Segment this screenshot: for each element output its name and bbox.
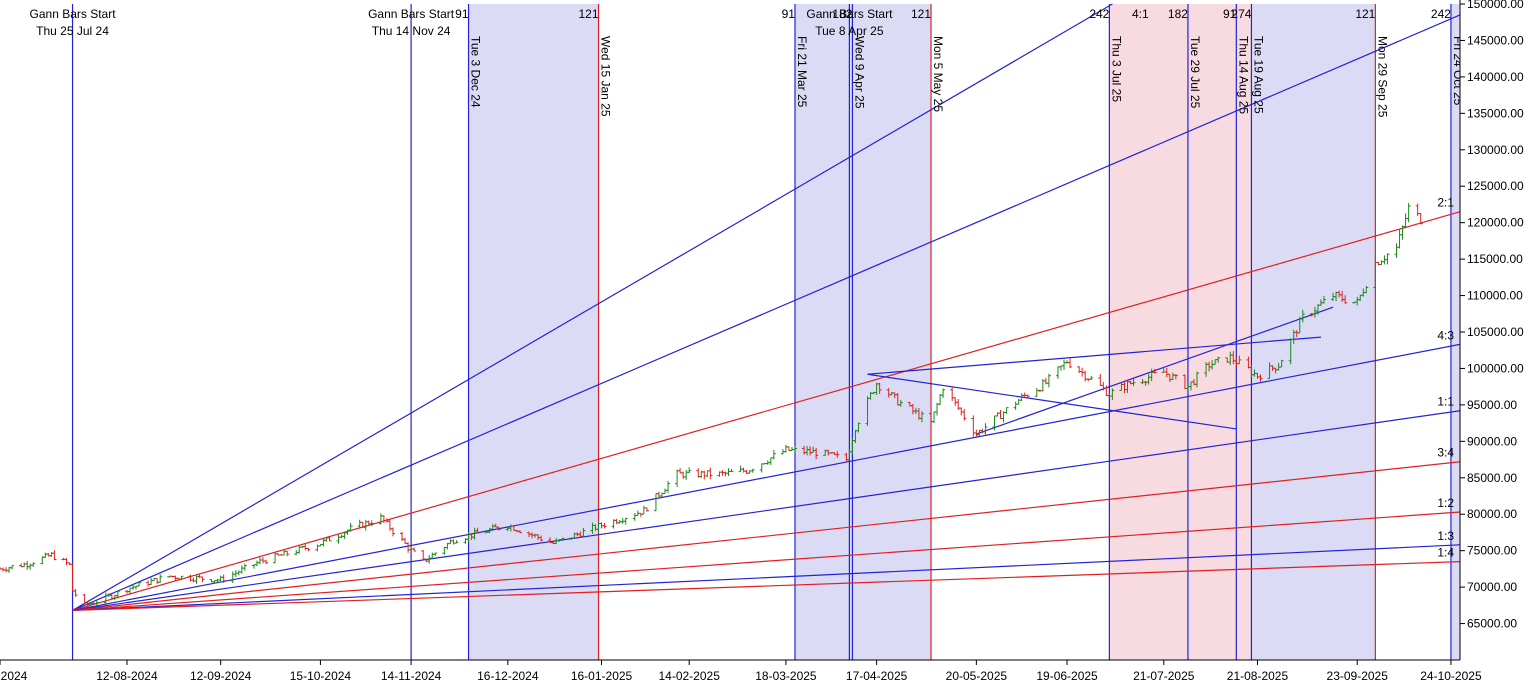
bar-count-label: 121 [578, 7, 598, 21]
date-tick-label: 24-10-2025 [1420, 669, 1482, 683]
price-tick-label: 80000.00 [1467, 507, 1517, 521]
date-tick-label: 1-07-2024 [0, 669, 28, 683]
trend-line [867, 336, 1322, 375]
cycle-date-label: Thu 14 Aug 25 [1236, 36, 1250, 114]
date-tick-label: 18-03-2025 [755, 669, 817, 683]
date-axis-background [0, 660, 1460, 683]
price-tick-label: 65000.00 [1467, 617, 1517, 631]
fan-line [72, 14, 1461, 611]
bar-count-label: 91 [455, 7, 469, 21]
date-tick-label: 21-08-2025 [1227, 669, 1289, 683]
shaded-zone [1109, 4, 1252, 660]
cycle-date-label: Mon 29 Sep 25 [1375, 36, 1389, 118]
gann-start-date: Thu 14 Nov 24 [372, 24, 451, 38]
gann-start-date: Thu 25 Jul 24 [36, 24, 109, 38]
price-tick-label: 95000.00 [1467, 398, 1517, 412]
price-tick-label: 70000.00 [1467, 580, 1517, 594]
fan-ratio-label: 1:4 [1437, 546, 1454, 560]
fan-line [72, 561, 1461, 612]
cycle-date-labels: Tue 3 Dec 24 Wed 15 Jan 25 Fri 21 Mar 25 We… [469, 36, 1465, 118]
price-axis-background [1460, 0, 1536, 683]
fan-ratio-labels: 2:1 4:3 1:1 3:4 1:2 1:3 1:4 [1437, 196, 1454, 560]
cycle-date-label: Wed 9 Apr 25 [852, 36, 866, 109]
vertical-cycle-lines [71, 4, 1452, 660]
cycle-date-label: Mon 5 May 25 [931, 36, 945, 112]
cycle-date-label: Tue 3 Dec 24 [469, 36, 483, 108]
fan-line [72, 461, 1461, 612]
date-tick-label: 23-09-2025 [1327, 669, 1389, 683]
gann-start-date: Tue 8 Apr 25 [815, 24, 884, 38]
fan-ratio-label: 2:1 [1437, 196, 1454, 210]
bar-count-label: 121 [1355, 7, 1375, 21]
price-tick-label: 100000.00 [1467, 361, 1524, 375]
date-tick-label: 16-01-2025 [571, 669, 633, 683]
date-tick-label: 17-04-2025 [846, 669, 908, 683]
price-tick-label: 115000.00 [1467, 252, 1523, 266]
gann-fan-lines [72, 3, 1461, 612]
cycle-date-label: Wed 15 Jan 25 [599, 36, 613, 117]
price-tick-label: 150000.00 [1467, 0, 1524, 11]
price-tick-label: 90000.00 [1467, 434, 1517, 448]
price-tick-label: 130000.00 [1467, 143, 1524, 157]
time-zones [468, 4, 1460, 660]
fan-line [72, 343, 1461, 612]
date-tick-label: 16-12-2024 [477, 669, 539, 683]
bar-count-label: 242 [1431, 7, 1451, 21]
bar-count-label: 91 [782, 7, 796, 21]
gann-start-label: Gann Bars Start [806, 7, 893, 21]
price-tick-label: 105000.00 [1467, 325, 1524, 339]
fan-ratio-label: 4:3 [1437, 328, 1454, 342]
price-tick-label: 140000.00 [1467, 70, 1524, 84]
cycle-date-label: Thu 3 Jul 25 [1109, 36, 1123, 102]
gann-start-label: Gann Bars Start [368, 7, 455, 21]
date-axis: 1-07-2024 12-08-2024 12-09-2024 15-10-2024 1… [0, 659, 1482, 683]
bar-count-label: 91 [1223, 7, 1237, 21]
price-tick-label: 125000.00 [1467, 179, 1524, 193]
fan-ratio-label: 3:4 [1437, 446, 1454, 460]
fan-line [72, 511, 1461, 612]
gann-start-label: Gann Bars Start [30, 7, 117, 21]
price-tick-label: 110000.00 [1467, 289, 1523, 303]
bar-count-label: 121 [911, 7, 931, 21]
cycle-date-label: Fri 21 Mar 25 [795, 36, 809, 108]
shaded-zone [1450, 4, 1460, 660]
cycle-date-label: Tue 29 Jul 25 [1188, 36, 1202, 109]
bar-count-label: 4:1 [1132, 7, 1149, 21]
date-tick-label: 20-05-2025 [946, 669, 1008, 683]
date-tick-label: 12-08-2024 [96, 669, 158, 683]
fan-line [72, 211, 1461, 612]
fan-ratio-label: 1:2 [1437, 496, 1454, 510]
fan-line [72, 3, 1113, 611]
price-tick-label: 135000.00 [1467, 106, 1524, 120]
price-tick-label: 145000.00 [1467, 33, 1524, 47]
date-tick-label: 14-02-2025 [658, 669, 720, 683]
date-tick-label: 21-07-2025 [1133, 669, 1195, 683]
bar-count-label: 242 [1089, 7, 1109, 21]
date-tick-label: 14-11-2024 [381, 669, 442, 683]
date-tick-label: 12-09-2024 [190, 669, 252, 683]
fan-line [72, 544, 1461, 612]
fan-ratio-label: 1:3 [1437, 529, 1454, 543]
price-axis: 150000.00 145000.00 140000.00 135000.00 1300… [1459, 0, 1536, 683]
price-tick-label: 85000.00 [1467, 471, 1517, 485]
price-tick-label: 75000.00 [1467, 544, 1517, 558]
price-bars [0, 202, 1423, 607]
shaded-zone [1251, 4, 1376, 660]
fan-line [72, 410, 1461, 612]
bar-count-label: 182 [832, 7, 852, 21]
fan-ratio-label: 1:1 [1437, 395, 1454, 409]
trend-line [867, 373, 1237, 430]
bar-count-label: 274 [1231, 7, 1251, 21]
date-tick-label: 15-10-2024 [290, 669, 352, 683]
gann-start-labels: Gann Bars Start Thu 25 Jul 24 Gann Bars St… [30, 7, 894, 38]
cycle-date-label: Tue 19 Aug 25 [1251, 36, 1265, 114]
date-tick-label: 19-06-2025 [1036, 669, 1098, 683]
price-tick-label: 120000.00 [1467, 216, 1524, 230]
bar-count-label: 182 [1168, 7, 1188, 21]
